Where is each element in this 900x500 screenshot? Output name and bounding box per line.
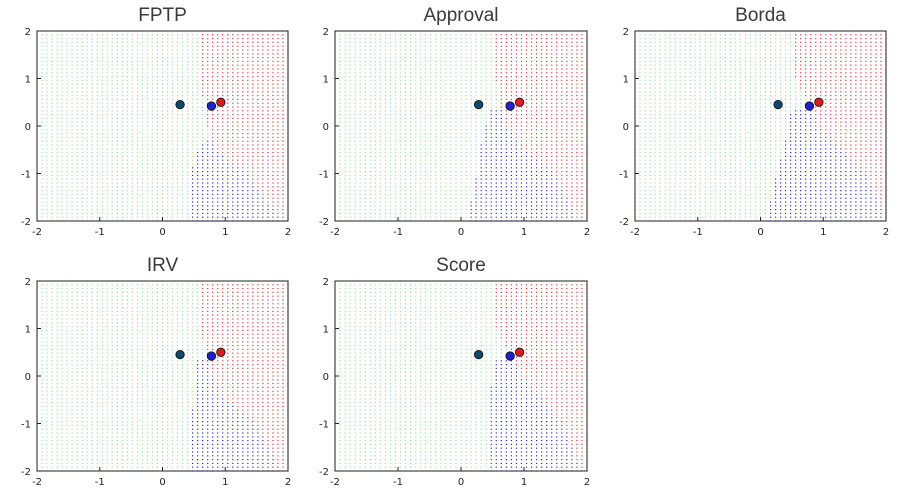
x-tick-label: 2 [584,477,590,488]
x-tick-label: -2 [630,227,640,238]
candidate-point-2 [804,101,815,111]
candidate-point-3 [216,347,226,357]
panel-4: IRV -2 -1 0 1 2 -2 -1 0 1 2 [21,255,291,488]
y-tick-label: -2 [619,217,629,228]
y-tick-label: -1 [21,170,31,181]
y-tick-label: 0 [323,372,329,383]
y-tick-label: -2 [319,467,329,478]
x-tick-label: 0 [458,227,464,238]
candidate-point-2 [206,101,217,111]
y-tick-label: 1 [623,75,629,86]
x-tick-label: -2 [330,477,340,488]
y-tick-label: 2 [25,277,31,288]
region-dots [334,30,588,222]
panel-title: Approval [424,5,499,26]
region-dots [334,280,588,472]
y-tick-label: 0 [25,122,31,133]
x-tick-label: 1 [222,477,228,488]
region-dots [36,30,289,222]
x-tick-label: 0 [159,227,165,238]
y-tick-label: 2 [323,27,329,38]
y-tick-label: 1 [25,325,31,336]
region-dots [634,30,887,222]
y-tick-label: -2 [319,217,329,228]
candidate-point-3 [514,97,525,107]
y-tick-label: -1 [619,170,629,181]
x-tick-label: -2 [32,477,42,488]
x-tick-label: -1 [393,477,403,488]
x-tick-label: 2 [285,227,291,238]
y-tick-label: -1 [21,420,31,431]
y-tick-label: 2 [623,27,629,38]
y-tick-label: 0 [25,372,31,383]
y-tick-label: 1 [323,325,329,336]
candidate-point-1 [175,99,185,110]
panel-title: Borda [735,5,786,26]
candidate-point-1 [773,99,783,110]
candidate-point-2 [505,101,515,111]
y-tick-label: 1 [323,75,329,86]
y-tick-label: -1 [319,170,329,181]
x-tick-label: 0 [159,477,165,488]
y-tick-label: -2 [21,217,31,228]
y-tick-label: 0 [323,122,329,133]
candidate-point-1 [175,349,185,360]
y-tick-label: -2 [21,467,31,478]
x-tick-label: -1 [95,227,105,238]
y-tick-label: 0 [623,122,629,133]
x-tick-label: 2 [883,227,889,238]
x-tick-label: 1 [222,227,228,238]
x-tick-label: -1 [693,227,703,238]
y-tick-label: 1 [25,75,31,86]
y-tick-label: -1 [319,420,329,431]
x-tick-label: 1 [820,227,826,238]
panel-2: Approval -2 -1 0 1 2 -2 -1 0 1 2 [319,5,590,238]
panel-3: Borda -2 -1 0 1 2 -2 -1 0 1 2 [619,5,889,238]
panel-5: Score -2 -1 0 1 2 -2 -1 0 1 2 [319,255,590,488]
y-tick-label: 2 [323,277,329,288]
x-tick-label: -1 [95,477,105,488]
panel-title: Score [436,255,486,276]
x-tick-label: 1 [521,227,527,238]
candidate-point-3 [216,97,226,107]
panel-title: IRV [147,255,179,276]
candidate-point-3 [514,347,525,357]
candidate-point-1 [473,99,484,110]
panel-1: FPTP -2 -1 0 1 2 -2 -1 0 1 2 [21,5,291,238]
candidate-point-2 [505,351,515,361]
x-tick-label: -2 [330,227,340,238]
y-tick-label: 2 [25,27,31,38]
x-tick-label: 0 [757,227,763,238]
x-tick-label: 2 [285,477,291,488]
candidate-point-2 [206,351,217,361]
panel-title: FPTP [138,5,187,26]
x-tick-label: 0 [458,477,464,488]
x-tick-label: -2 [32,227,42,238]
region-dots [36,280,289,472]
x-tick-label: 2 [584,227,590,238]
candidate-point-1 [473,349,484,360]
x-tick-label: -1 [393,227,403,238]
candidate-point-3 [814,97,824,107]
x-tick-label: 1 [521,477,527,488]
